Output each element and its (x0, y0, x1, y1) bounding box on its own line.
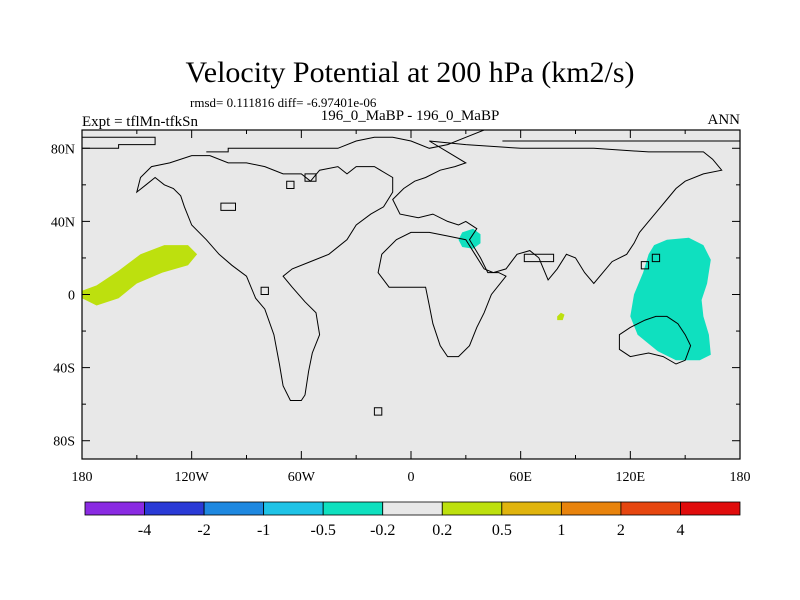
colorbar-swatch (382, 501, 443, 516)
colorbar-swatch (441, 501, 503, 516)
colorbar-label: 4 (676, 522, 684, 539)
x-tick-label: 180 (72, 470, 93, 485)
y-axis-ticks: 80N 40N 0 40S 80S (51, 142, 740, 450)
colorbar-label: 0.2 (432, 522, 452, 539)
colorbar-swatch (84, 501, 145, 516)
x-tick-label: 0 (408, 470, 415, 485)
colorbar-swatch (560, 501, 622, 516)
x-tick-label: 60E (509, 470, 532, 485)
colorbar-swatch (501, 501, 562, 516)
colorbar-swatch (144, 501, 205, 516)
y-tick-label: 80S (53, 435, 75, 450)
center-label: 196_0_MaBP - 196_0_MaBP (321, 108, 500, 124)
colorbar-swatch (263, 501, 324, 516)
colorbar-label: -2 (197, 522, 210, 539)
y-tick-label: 80N (51, 142, 75, 157)
map-background (82, 130, 740, 459)
contour-small-box-6 (640, 261, 650, 270)
contour-small-box-7 (523, 253, 555, 263)
contour-australia (618, 315, 692, 365)
contour-small-box-2 (286, 180, 295, 189)
colorbar-label: 0.5 (492, 522, 512, 539)
colorbar: -4 -2 -1 -0.5 -0.2 0.2 0.5 1 2 4 (84, 501, 741, 539)
filled-regions (82, 228, 711, 361)
colorbar-label: -0.5 (311, 522, 336, 539)
contour-small-box-4 (220, 202, 236, 211)
contour-small-box-1 (304, 173, 317, 182)
contour-eurasia-africa (377, 140, 723, 358)
chart-title: Velocity Potential at 200 hPa (km2/s) (185, 56, 634, 89)
colorbar-label: -1 (257, 522, 270, 539)
filled-region-mideast-negative (458, 228, 481, 249)
y-tick-label: 0 (68, 289, 75, 304)
colorbar-swatch (322, 501, 384, 516)
contour-arctic-coast-top (82, 136, 156, 149)
left-label: Expt = tflMn-tfkSn (82, 114, 198, 130)
y-tick-label: 40N (51, 215, 75, 230)
x-tick-label: 180 (730, 470, 751, 485)
stats-line: rmsd= 0.111816 diff= -6.97401e-06 (190, 95, 377, 110)
contour-americas (135, 155, 394, 401)
y-tick-label: 40S (53, 362, 75, 377)
colorbar-swatch (680, 501, 741, 516)
colorbar-label: -4 (138, 522, 151, 539)
colorbar-label: 2 (617, 522, 625, 539)
contour-small-box-8 (373, 407, 383, 416)
contour-small-box-5 (651, 253, 661, 263)
colorbar-label: 1 (557, 522, 565, 539)
filled-region-pacific-positive (82, 245, 198, 306)
x-axis-ticks: 180 120W 60W 0 60E 120E 180 (72, 130, 751, 485)
colorbar-swatch (620, 501, 681, 516)
right-label: ANN (708, 112, 741, 128)
x-tick-label: 120E (616, 470, 646, 485)
filled-region-westpacific-negative (630, 237, 711, 361)
contour-small-box-3 (260, 286, 269, 295)
x-tick-label: 60W (288, 470, 316, 485)
coastline-contours (82, 130, 740, 416)
colorbar-label: -0.2 (370, 522, 395, 539)
filled-region-indian-small-positive (557, 312, 565, 321)
colorbar-swatch (203, 501, 265, 516)
x-tick-label: 120W (175, 470, 210, 485)
